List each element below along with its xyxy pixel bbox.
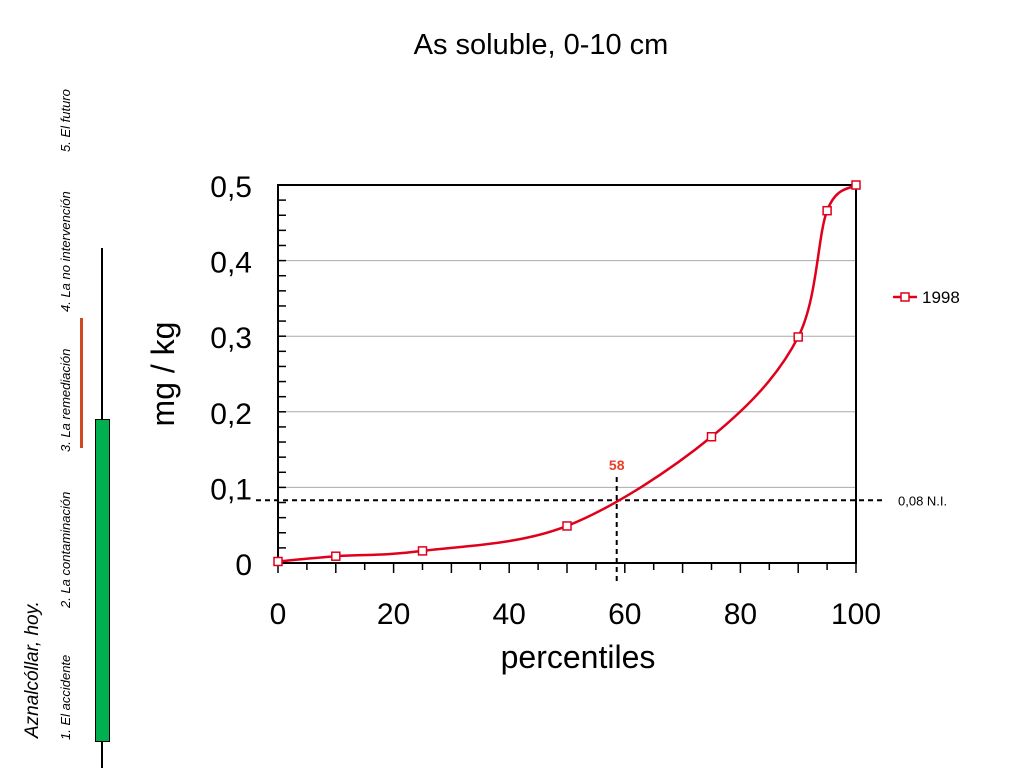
x-tick-label: 80 — [724, 598, 757, 631]
data-point — [273, 556, 283, 567]
y-tick-label: 0 — [235, 549, 252, 582]
x-tick-label: 20 — [377, 598, 410, 631]
data-point — [793, 332, 803, 342]
chart-title: As soluble, 0-10 cm — [414, 29, 669, 61]
data-point — [706, 431, 717, 442]
y-axis-label: mg / kg — [145, 322, 181, 427]
data-point — [562, 521, 572, 531]
reference-label: 0,08 N.I. — [898, 493, 947, 508]
x-axis-label: percentiles — [501, 639, 656, 675]
timeline-progress-bar — [95, 419, 110, 742]
x-tick-label: 100 — [831, 598, 881, 631]
timeline-highlight — [80, 318, 83, 448]
x-tick-label: 40 — [493, 598, 526, 631]
intersection-label: 58 — [609, 457, 625, 473]
y-tick-label: 0,3 — [210, 322, 252, 355]
y-tick-label: 0,1 — [210, 473, 252, 506]
legend-label: 1998 — [922, 288, 960, 307]
x-tick-label: 60 — [608, 598, 641, 631]
series-line-1998 — [277, 183, 857, 563]
legend-marker — [900, 292, 910, 302]
data-point — [822, 205, 832, 216]
y-tick-label: 0,4 — [210, 247, 252, 280]
x-tick-label: 0 — [270, 598, 287, 631]
plot-frame — [277, 184, 857, 564]
y-tick-label: 0,2 — [210, 398, 252, 431]
data-point — [417, 546, 428, 556]
y-tick-label: 0,5 — [210, 171, 252, 204]
data-point — [851, 180, 861, 190]
data-point — [331, 551, 341, 561]
legend: 1998 — [893, 288, 960, 307]
